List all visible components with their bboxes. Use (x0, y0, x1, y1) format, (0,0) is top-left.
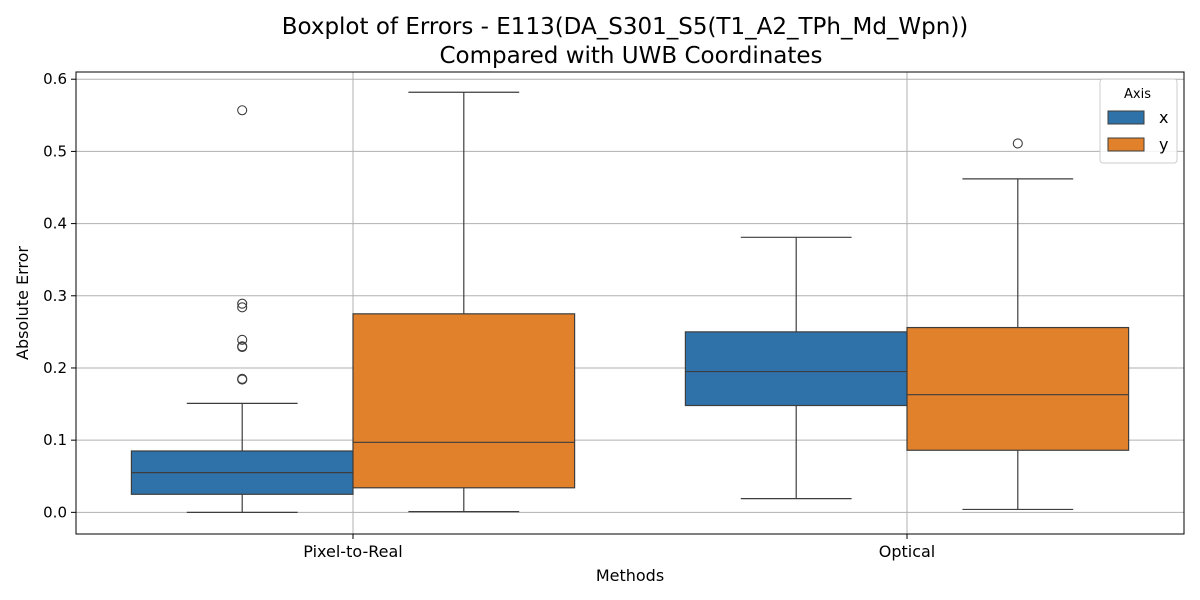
box-x-1 (684, 331, 908, 407)
x-tick-label: Pixel-to-Real (303, 542, 402, 561)
y-tick-label: 0.5 (43, 142, 67, 160)
outlier-point (237, 373, 248, 384)
outlier-point (237, 105, 248, 116)
y-tick-label: 0.3 (43, 287, 67, 305)
outlier-point (1012, 138, 1023, 149)
legend-title: Axis (1124, 87, 1151, 102)
legend-swatch-x (1107, 110, 1145, 125)
outlier-point (237, 298, 248, 309)
outlier-point (237, 302, 248, 313)
x-axis-label: Methods (596, 566, 664, 585)
x-tick-label: Optical (879, 542, 936, 561)
plot-frame (75, 71, 1185, 535)
y-tick-label: 0.6 (43, 70, 67, 88)
chart-title: Boxplot of Errors - E113(DA_S301_S5(T1_A… (282, 14, 969, 40)
box-y-1 (906, 326, 1130, 451)
y-tick-label: 0.2 (43, 359, 67, 377)
legend-swatch-y (1107, 137, 1145, 152)
plot-area: 0.0 0.1 0.2 0.3 0.4 0.5 0.6 Pixel-to-Real Optica… (43, 70, 1185, 561)
y-tick-label: 0.0 (43, 503, 67, 521)
y-tick-label: 0.1 (43, 431, 67, 449)
legend-label-x: x (1159, 108, 1168, 127)
legend-label-y: y (1159, 135, 1168, 154)
box-y-0 (352, 313, 576, 489)
y-tick-label: 0.4 (43, 215, 67, 233)
outlier-point (237, 334, 248, 345)
outlier-point (237, 341, 248, 352)
chart-subtitle: Compared with UWB Coordinates (439, 43, 822, 69)
y-axis-label: Absolute Error (13, 246, 32, 360)
